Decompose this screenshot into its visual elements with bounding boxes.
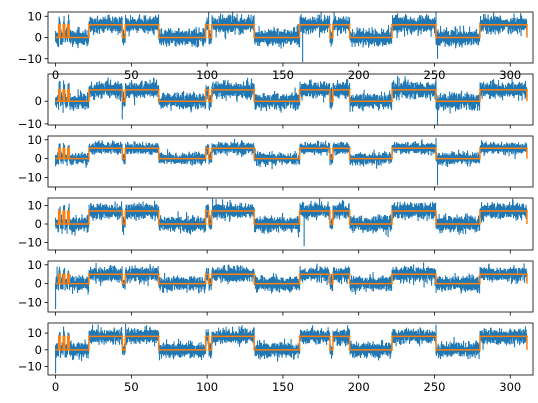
x-tick-label: 300 bbox=[499, 380, 521, 394]
state-series-line bbox=[55, 89, 528, 102]
state-series-line bbox=[55, 210, 528, 225]
signal-series-line bbox=[55, 324, 528, 374]
state-series-line bbox=[55, 24, 528, 39]
subplot-4: 10 0 −10 bbox=[18, 197, 534, 254]
y-tick-label: 10 bbox=[27, 133, 42, 147]
y-tick-label: 0 bbox=[35, 94, 42, 108]
y-tick-label: 0 bbox=[35, 31, 42, 45]
x-tick-label: 300 bbox=[499, 68, 521, 82]
y-tick-label: 0 bbox=[35, 217, 42, 231]
state-series-line bbox=[55, 335, 528, 351]
y-tick-label: 10 bbox=[27, 9, 42, 23]
x-tick-label: 100 bbox=[196, 380, 218, 394]
y-tick-label: −10 bbox=[18, 117, 42, 131]
axes-frame bbox=[47, 260, 534, 313]
y-tick-label: 0 bbox=[35, 152, 42, 166]
subplot-2: 0 −10 bbox=[18, 73, 534, 131]
signal-series-line bbox=[55, 198, 528, 247]
x-tick-label: 250 bbox=[424, 380, 446, 394]
x-tick-label: 50 bbox=[124, 68, 139, 82]
state-series-line bbox=[55, 147, 528, 160]
y-tick-label: 10 bbox=[27, 326, 42, 340]
x-tick-label: 150 bbox=[272, 380, 294, 394]
y-tick-label: 0 bbox=[35, 343, 42, 357]
y-tick-label: −10 bbox=[18, 52, 42, 66]
y-tick-label: −10 bbox=[18, 296, 42, 310]
x-tick-label: 150 bbox=[272, 68, 294, 82]
y-tick-label: −10 bbox=[18, 360, 42, 374]
x-tick-label: 0 bbox=[52, 68, 59, 82]
x-tick-label: 200 bbox=[348, 68, 370, 82]
subplot-3: 10 0 −10 bbox=[18, 133, 534, 191]
x-tick-label: 100 bbox=[196, 68, 218, 82]
subplot-6: 100−100 50 100 150 200 250 300 bbox=[18, 322, 534, 394]
x-tick-label: 50 bbox=[124, 380, 139, 394]
y-tick-label: 0 bbox=[35, 277, 42, 291]
x-tick-label: 250 bbox=[424, 68, 446, 82]
y-tick-label: 10 bbox=[27, 258, 42, 272]
subplot-5: 10 0 −10 bbox=[18, 258, 534, 316]
axes-frame bbox=[47, 135, 534, 188]
subplot-1: 100−100 50 100 150 200 250 300 bbox=[18, 9, 534, 82]
signal-series-line bbox=[55, 137, 528, 186]
axes-frame bbox=[47, 322, 534, 376]
signal-series-line bbox=[55, 262, 528, 310]
y-tick-label: 10 bbox=[27, 198, 42, 212]
x-tick-label: 0 bbox=[52, 380, 59, 394]
x-tick-label: 200 bbox=[348, 380, 370, 394]
y-tick-label: −10 bbox=[18, 171, 42, 185]
y-tick-label: −10 bbox=[18, 236, 42, 250]
signal-series-line bbox=[55, 75, 528, 125]
state-series-line bbox=[55, 273, 528, 285]
axes-frame bbox=[47, 73, 534, 126]
